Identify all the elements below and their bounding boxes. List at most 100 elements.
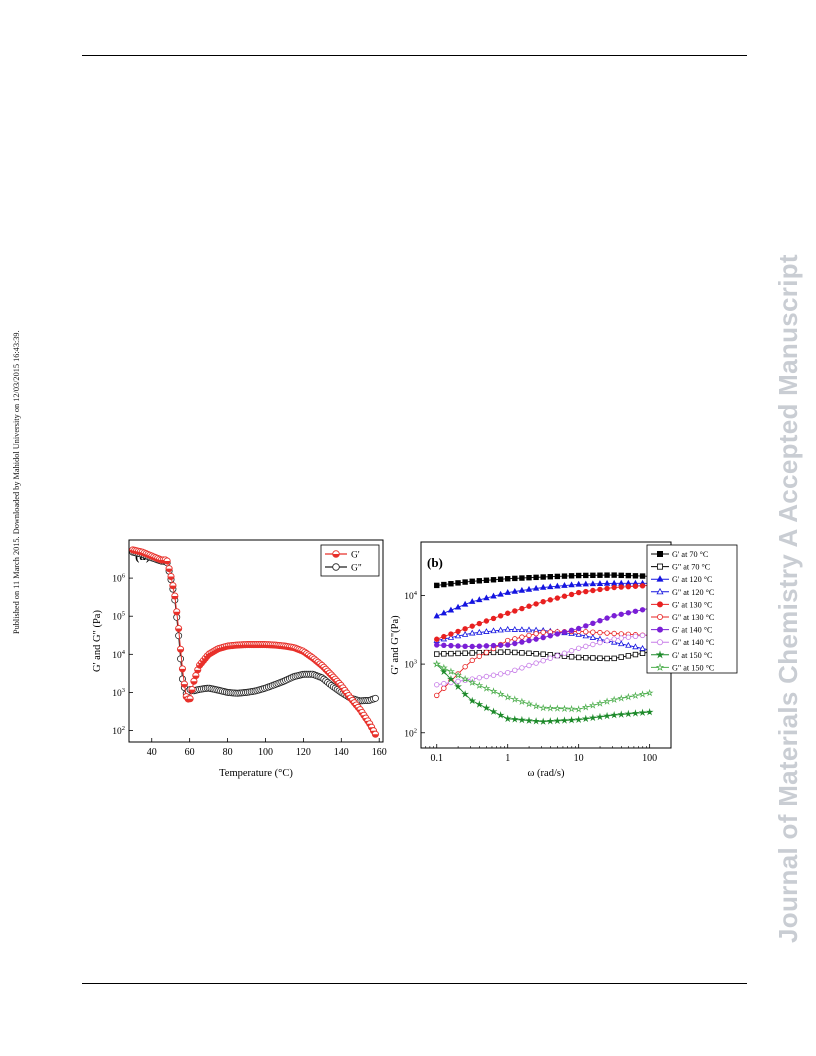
data-point (505, 576, 511, 582)
data-point (455, 628, 461, 635)
legend-label: G" (351, 564, 362, 574)
data-point (547, 597, 553, 603)
data-point (568, 573, 575, 579)
data-point (639, 583, 646, 589)
data-point (540, 651, 546, 657)
legend-marker (657, 601, 664, 608)
data-point (177, 655, 185, 663)
data-point (589, 580, 597, 587)
data-point (583, 588, 589, 595)
data-point (624, 692, 633, 701)
data-point (617, 694, 626, 702)
data-point (434, 651, 440, 657)
data-point (434, 692, 440, 699)
data-point (645, 688, 654, 697)
data-point (547, 583, 554, 590)
data-point (497, 590, 504, 597)
data-point (434, 582, 440, 589)
data-point (568, 654, 575, 660)
data-point (497, 649, 504, 655)
data-point (469, 623, 475, 629)
data-point (638, 708, 647, 717)
data-point (582, 580, 589, 587)
y-tick-label: 104 (112, 649, 126, 661)
data-point (611, 655, 617, 662)
data-point (490, 627, 497, 634)
data-point (512, 636, 518, 642)
data-point (590, 655, 596, 661)
data-point (490, 672, 497, 678)
data-point (547, 574, 553, 580)
y-axis-label: G' and G" (Pa) (92, 610, 103, 672)
data-point (476, 620, 483, 627)
data-point (454, 603, 462, 610)
data-point (639, 644, 646, 651)
data-point (497, 613, 504, 619)
data-point (625, 610, 632, 616)
data-point (434, 636, 440, 642)
data-point (469, 657, 475, 664)
data-point (525, 699, 533, 708)
data-point (476, 628, 483, 635)
data-point (490, 592, 497, 599)
data-point (604, 630, 610, 636)
data-point (611, 572, 617, 578)
data-point (482, 703, 491, 712)
data-point (617, 710, 626, 718)
data-point (525, 626, 533, 633)
data-point (533, 574, 539, 581)
data-point (490, 615, 497, 622)
data-point (645, 707, 654, 716)
y-tick-label: 102 (112, 725, 125, 737)
data-point (575, 589, 582, 596)
data-point (631, 691, 640, 699)
data-point (583, 655, 589, 661)
data-point (175, 625, 183, 633)
data-point (583, 572, 589, 579)
data-point (503, 693, 512, 701)
data-point (496, 711, 505, 719)
data-point (188, 686, 196, 694)
data-point (618, 654, 624, 660)
data-point (454, 671, 462, 679)
data-point (519, 634, 525, 640)
data-point (554, 631, 561, 637)
data-point (518, 626, 526, 633)
data-point (455, 643, 461, 649)
data-point (519, 575, 525, 581)
data-point (171, 592, 179, 600)
data-point (639, 573, 646, 579)
data-point (511, 626, 519, 632)
data-point (574, 715, 583, 724)
legend-label: G' at 120 °C (672, 575, 713, 584)
data-point (533, 660, 539, 666)
data-point (625, 583, 632, 590)
y-axis-label: G' and G"(Pa) (390, 615, 401, 675)
x-tick-label: 100 (258, 747, 273, 758)
data-point (625, 572, 632, 579)
data-point (611, 636, 617, 642)
data-point (525, 716, 533, 724)
data-point (540, 657, 546, 664)
data-point (447, 667, 455, 675)
data-point (503, 714, 512, 723)
data-point (533, 651, 539, 657)
data-point (560, 716, 569, 724)
data-point (611, 584, 617, 591)
data-point (476, 653, 483, 660)
data-point (553, 716, 562, 725)
data-point (575, 580, 582, 587)
data-point (632, 633, 639, 640)
data-point (533, 601, 539, 607)
data-point (483, 673, 490, 680)
data-point (532, 717, 540, 725)
data-point (512, 640, 518, 647)
data-point (547, 655, 553, 661)
x-tick-label: 10 (574, 753, 584, 764)
data-point (632, 608, 639, 614)
data-point (631, 709, 640, 717)
data-point (505, 669, 511, 676)
data-point (597, 572, 603, 578)
data-point (590, 629, 596, 635)
data-point (462, 626, 468, 632)
